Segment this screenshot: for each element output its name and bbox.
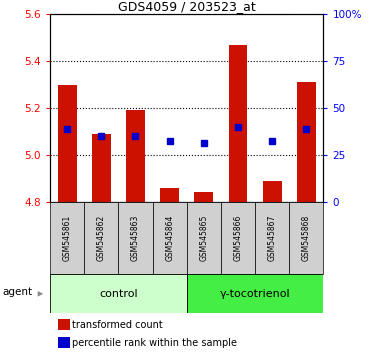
- Text: GSM545865: GSM545865: [199, 215, 208, 261]
- Bar: [58, 85, 77, 202]
- Text: GSM545866: GSM545866: [233, 215, 243, 261]
- Text: GSM545862: GSM545862: [97, 215, 106, 261]
- Text: γ-tocotrienol: γ-tocotrienol: [220, 289, 290, 299]
- Bar: [119, 202, 152, 274]
- Bar: [187, 274, 323, 313]
- Bar: [160, 188, 179, 202]
- Bar: [297, 82, 316, 202]
- Bar: [50, 274, 187, 313]
- Bar: [187, 202, 221, 274]
- Bar: [58, 337, 70, 348]
- Text: transformed count: transformed count: [72, 320, 163, 330]
- Text: GSM545864: GSM545864: [165, 215, 174, 261]
- Bar: [289, 202, 323, 274]
- Bar: [263, 181, 281, 202]
- Text: percentile rank within the sample: percentile rank within the sample: [72, 338, 237, 348]
- Bar: [221, 202, 255, 274]
- Bar: [126, 110, 145, 202]
- Text: GSM545868: GSM545868: [302, 215, 311, 261]
- Bar: [58, 319, 70, 330]
- Text: GSM545867: GSM545867: [268, 215, 277, 261]
- Bar: [92, 134, 111, 202]
- Bar: [194, 192, 213, 202]
- Text: GSM545861: GSM545861: [63, 215, 72, 261]
- Text: control: control: [99, 289, 138, 299]
- Text: GSM545863: GSM545863: [131, 215, 140, 261]
- Bar: [152, 202, 187, 274]
- Bar: [229, 45, 248, 202]
- Bar: [84, 202, 119, 274]
- Title: GDS4059 / 203523_at: GDS4059 / 203523_at: [118, 0, 256, 13]
- Bar: [255, 202, 289, 274]
- Bar: [50, 202, 84, 274]
- Text: agent: agent: [3, 287, 33, 297]
